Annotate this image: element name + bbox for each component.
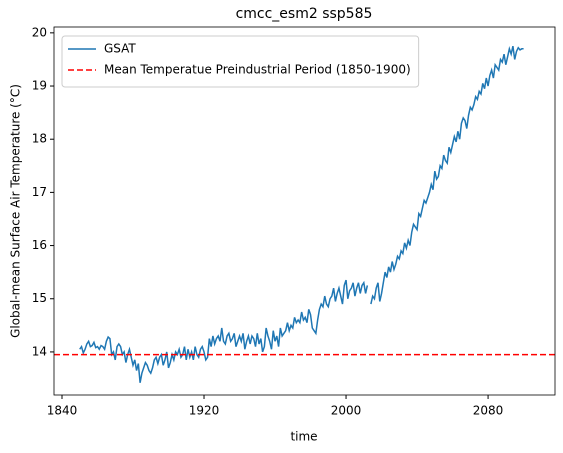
y-tick-label: 17	[32, 185, 47, 199]
y-tick-label: 19	[32, 79, 47, 93]
x-tick-label: 1920	[189, 404, 220, 418]
y-tick-label: 18	[32, 132, 47, 146]
y-tick-label: 20	[32, 25, 47, 39]
chart-title: cmcc_esm2 ssp585	[236, 6, 373, 22]
x-tick-label: 2000	[331, 404, 362, 418]
legend-label: GSAT	[104, 42, 136, 56]
x-axis-label: time	[290, 430, 317, 444]
x-tick-label: 2080	[473, 404, 504, 418]
legend-box	[61, 35, 420, 88]
legend-label: Mean Temperatue Preindustrial Period (18…	[104, 63, 411, 77]
x-tick-label: 1840	[47, 404, 78, 418]
y-tick-label: 15	[32, 291, 47, 305]
y-tick-label: 14	[32, 344, 47, 358]
data-line	[79, 45, 524, 383]
y-tick-label: 16	[32, 238, 47, 252]
plot-frame	[53, 26, 556, 396]
y-axis-label: Global-mean Surface Air Temperature (°C)	[9, 84, 23, 338]
